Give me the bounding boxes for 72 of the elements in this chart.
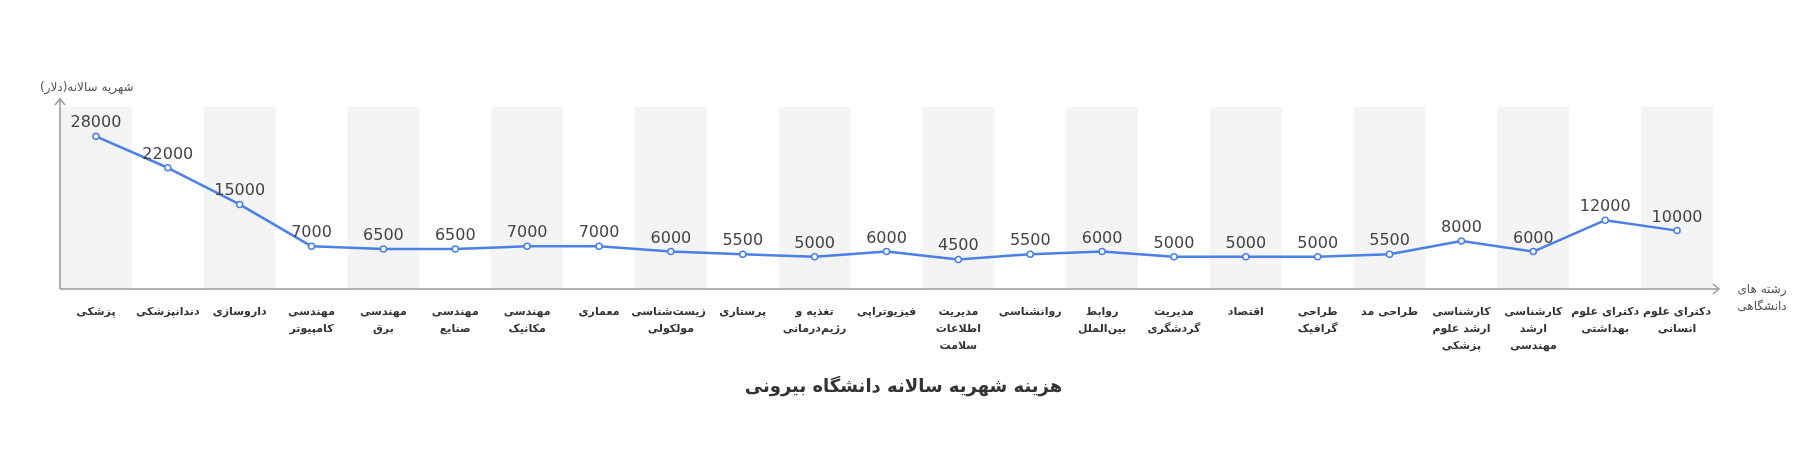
data-label: 22000 xyxy=(142,143,194,163)
point xyxy=(235,200,244,209)
data-label: 8000 xyxy=(1441,217,1482,237)
data-label: 6500 xyxy=(363,224,404,244)
data-label: 28000 xyxy=(70,112,122,132)
point xyxy=(1026,250,1034,258)
x-tick-label: مدیریت گردشگری xyxy=(1146,304,1202,337)
point xyxy=(307,242,316,251)
point xyxy=(1098,247,1106,256)
point xyxy=(810,253,819,261)
data-label: 5000 xyxy=(1153,232,1195,252)
x-tick-label: دکترای علوم بهداشتی xyxy=(1570,304,1641,337)
x-tick-label: مهندسی مکانیک xyxy=(502,304,552,337)
x-tick-label: پزشکی xyxy=(75,304,117,320)
point xyxy=(1673,226,1681,235)
point xyxy=(667,247,675,256)
point xyxy=(1385,250,1394,258)
point xyxy=(1457,237,1466,245)
x-tick-label: معماری xyxy=(578,305,620,318)
point xyxy=(595,242,603,251)
data-label: 4500 xyxy=(938,235,979,255)
x-tick-label: کارشناسی ارشد مهندسی xyxy=(1503,304,1564,354)
x-tick-label: مدیریت اطلاعات سلامت xyxy=(934,304,982,354)
x-tick-label: دکترای علوم انسانی xyxy=(1642,304,1712,337)
point xyxy=(379,245,388,253)
data-label: 7000 xyxy=(578,222,620,242)
x-tick-label: زیست‌شناسی مولکولی xyxy=(631,304,706,337)
data-label: 6000 xyxy=(650,227,692,247)
data-label: 5500 xyxy=(722,230,764,250)
data-label: 5500 xyxy=(1369,230,1410,250)
x-tick-label: کارشناسی ارشد علوم پزشکی xyxy=(1431,304,1492,354)
point xyxy=(1313,253,1322,261)
y-axis-title: شهریه سالانه(دلار) xyxy=(40,80,134,94)
x-tick-label: روانشناسی xyxy=(997,304,1063,320)
data-label: 6500 xyxy=(434,224,476,244)
data-label: 10000 xyxy=(1651,206,1703,226)
point xyxy=(882,247,891,256)
data-label: 7000 xyxy=(291,222,332,242)
x-tick-label: دندانپزشکی xyxy=(134,304,201,320)
point xyxy=(1529,247,1538,256)
x-tick-label: اقتصاد xyxy=(1226,304,1265,320)
data-label: 5000 xyxy=(1297,232,1339,252)
x-tick-label: مهندسی کامپیوتر xyxy=(287,304,336,337)
data-label: 5000 xyxy=(1225,232,1267,252)
x-tick-label: طراحی گرافیک xyxy=(1296,304,1339,337)
x-tick-label: روابط بین‌الملل xyxy=(1077,304,1128,337)
text: هزینه شهریه سالانه دانشگاه بیرونی xyxy=(743,375,1064,396)
point xyxy=(523,242,531,251)
x-tick-label: تغذیه و رژیم‌درمانی xyxy=(781,304,848,337)
data-label: 5500 xyxy=(1009,230,1051,250)
point xyxy=(1242,253,1250,261)
point xyxy=(954,255,963,264)
data-label: 6000 xyxy=(866,227,907,247)
point xyxy=(92,132,100,141)
x-tick-label: طراحی مد xyxy=(1360,304,1420,320)
data-label: 6000 xyxy=(1512,227,1554,247)
data-label: 12000 xyxy=(1579,196,1631,216)
data-label: 5000 xyxy=(794,232,835,252)
x-tick-label: فیزیوتراپی xyxy=(855,304,918,320)
point xyxy=(164,164,172,172)
data-label: 6000 xyxy=(1081,227,1123,247)
data-label: 7000 xyxy=(506,222,548,242)
data-label: 15000 xyxy=(214,180,266,200)
x-tick-label: داروسازی xyxy=(211,304,268,320)
point xyxy=(451,245,460,253)
point xyxy=(1170,253,1178,261)
point xyxy=(739,250,747,258)
x-tick-label: پرستاری xyxy=(718,304,768,320)
point xyxy=(1601,216,1609,224)
x-axis-title: رشته های دانشگاهی xyxy=(1736,281,1788,315)
x-tick-label: مهندسی صنایع xyxy=(430,304,480,337)
x-tick-label: مهندسی برق xyxy=(358,304,408,337)
